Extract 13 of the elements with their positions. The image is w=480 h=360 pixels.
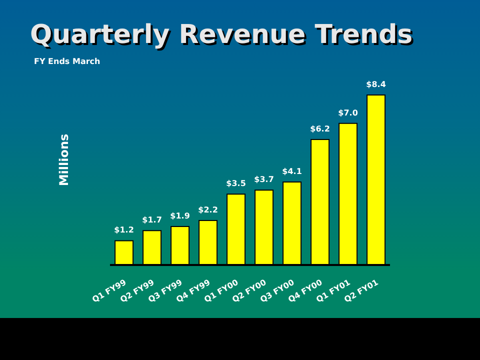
y-axis-title: Millions — [57, 134, 71, 186]
data-label: $4.1 — [282, 167, 302, 176]
data-label: $7.0 — [338, 108, 358, 118]
data-label: $3.5 — [226, 179, 246, 188]
data-label: $8.4 — [366, 80, 386, 89]
data-label: $1.9 — [170, 212, 190, 221]
data-label: $3.7 — [254, 175, 274, 184]
data-label: $1.2 — [114, 226, 134, 235]
chart-subtitle: FY Ends March — [34, 57, 100, 66]
chart-title: Quarterly Revenue Trends — [30, 20, 413, 50]
data-label: $6.2 — [310, 124, 330, 134]
data-label: $2.2 — [198, 205, 218, 214]
data-label: $1.7 — [142, 216, 162, 225]
